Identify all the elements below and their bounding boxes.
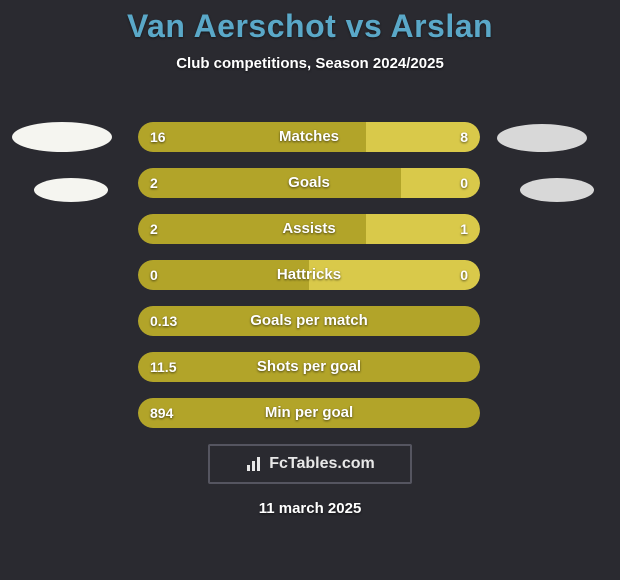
bar-fill-left (138, 168, 401, 198)
bar-fill-right (309, 260, 480, 290)
bar-fill-full (138, 398, 480, 428)
decor-ellipse-3 (520, 178, 594, 202)
stat-row: 20Goals (138, 168, 480, 198)
stat-row: 168Matches (138, 122, 480, 152)
stat-row: 00Hattricks (138, 260, 480, 290)
bar-fill-left (138, 214, 366, 244)
watermark-text: FcTables.com (269, 455, 375, 473)
watermark-badge: FcTables.com (208, 444, 412, 484)
decor-ellipse-2 (497, 124, 587, 152)
bar-fill-left (138, 122, 366, 152)
bar-fill-full (138, 352, 480, 382)
bar-fill-full (138, 306, 480, 336)
bar-fill-right (401, 168, 480, 198)
comparison-infographic: Van Aerschot vs Arslan Club competitions… (0, 0, 620, 580)
bar-fill-right (366, 214, 480, 244)
stat-row: 21Assists (138, 214, 480, 244)
stat-rows: 168Matches 20Goals 21Assists 00Hattricks 0.1… (138, 122, 480, 444)
bar-fill-right (366, 122, 480, 152)
stat-row: 894Min per goal (138, 398, 480, 428)
date-label: 11 march 2025 (0, 500, 620, 517)
decor-ellipse-0 (12, 122, 112, 152)
stat-row: 0.13Goals per match (138, 306, 480, 336)
chart-icon (245, 455, 263, 473)
page-subtitle: Club competitions, Season 2024/2025 (0, 55, 620, 72)
stat-row: 11.5Shots per goal (138, 352, 480, 382)
bar-fill-left (138, 260, 309, 290)
page-title: Van Aerschot vs Arslan (0, 0, 620, 45)
decor-ellipse-1 (34, 178, 108, 202)
